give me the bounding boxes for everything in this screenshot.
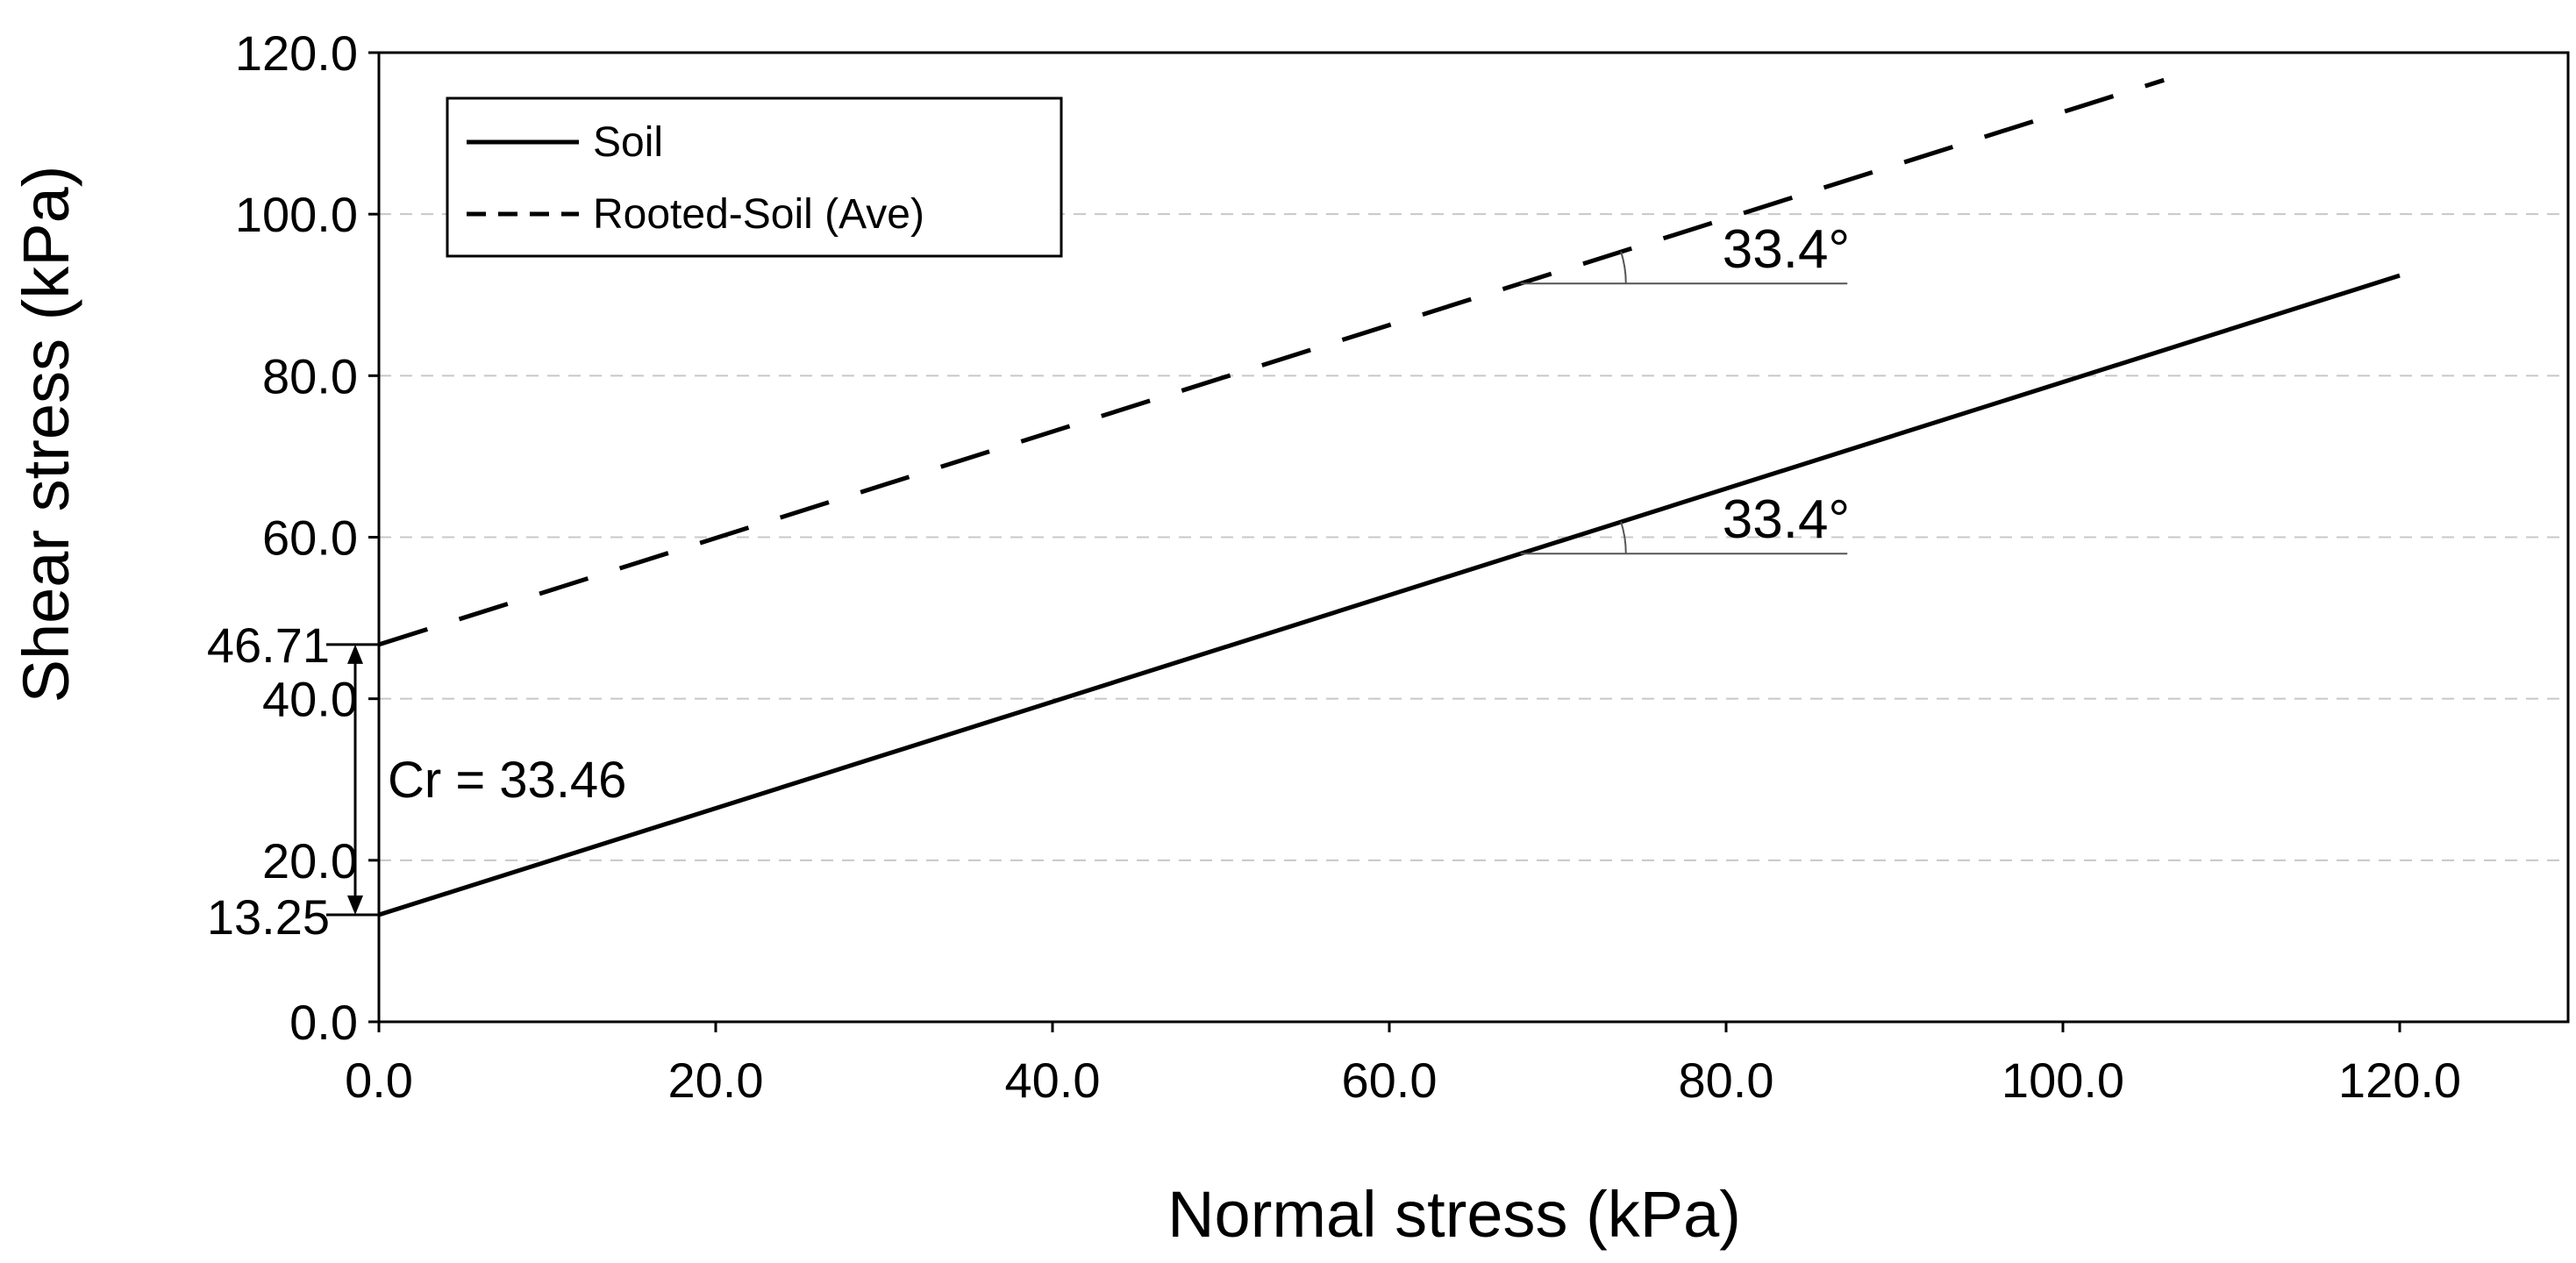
x-tick-label: 60.0 bbox=[1342, 1052, 1438, 1108]
legend-label-soil: Soil bbox=[593, 119, 663, 166]
axis-ticks: 0.0 20.0 40.0 60.0 80.0 100.0 120.0 0.0 20.0 40.0… bbox=[235, 25, 2461, 1108]
y-axis-title: Shear stress (kPa) bbox=[10, 166, 82, 703]
x-tick-label: 100.0 bbox=[2002, 1052, 2124, 1108]
y-tick-label: 120.0 bbox=[235, 25, 358, 81]
x-tick-label: 20.0 bbox=[668, 1052, 764, 1108]
cohesion-label: Cr = 33.46 bbox=[388, 752, 626, 809]
intercept-top-label: 46.71 bbox=[207, 617, 330, 673]
legend-box bbox=[446, 96, 1063, 258]
y-tick-label: 40.0 bbox=[262, 672, 358, 727]
cohesion-arrowhead-up bbox=[347, 644, 363, 664]
series-line-soil bbox=[378, 273, 2401, 917]
angle-soil-arc bbox=[1620, 521, 1627, 554]
y-tick-label: 100.0 bbox=[235, 187, 358, 242]
annotations: 46.71 13.25 Cr = 33.46 33.4° 33.4° bbox=[207, 219, 1850, 945]
y-tick-label: 80.0 bbox=[262, 348, 358, 403]
x-tick-label: 0.0 bbox=[345, 1052, 413, 1108]
x-tick-label: 40.0 bbox=[1005, 1052, 1101, 1108]
y-tick-label: 0.0 bbox=[289, 995, 358, 1050]
cohesion-arrowhead-down bbox=[347, 895, 363, 915]
intercept-bottom-label: 13.25 bbox=[207, 889, 330, 945]
legend: Soil Rooted-Soil (Ave) bbox=[446, 96, 1063, 258]
angle-rooted-arc bbox=[1620, 251, 1627, 284]
x-tick-label: 120.0 bbox=[2338, 1052, 2461, 1108]
series-line-rooted-soil bbox=[378, 77, 2165, 647]
x-axis-title: Normal stress (kPa) bbox=[1167, 1178, 1741, 1251]
x-tick-label: 80.0 bbox=[1679, 1052, 1774, 1108]
y-tick-label: 20.0 bbox=[262, 833, 358, 888]
angle-rooted-label: 33.4° bbox=[1723, 219, 1850, 280]
angle-soil-label: 33.4° bbox=[1723, 489, 1850, 550]
data-series bbox=[378, 77, 2401, 917]
legend-label-rooted-soil: Rooted-Soil (Ave) bbox=[593, 191, 924, 238]
y-tick-label: 60.0 bbox=[262, 510, 358, 566]
